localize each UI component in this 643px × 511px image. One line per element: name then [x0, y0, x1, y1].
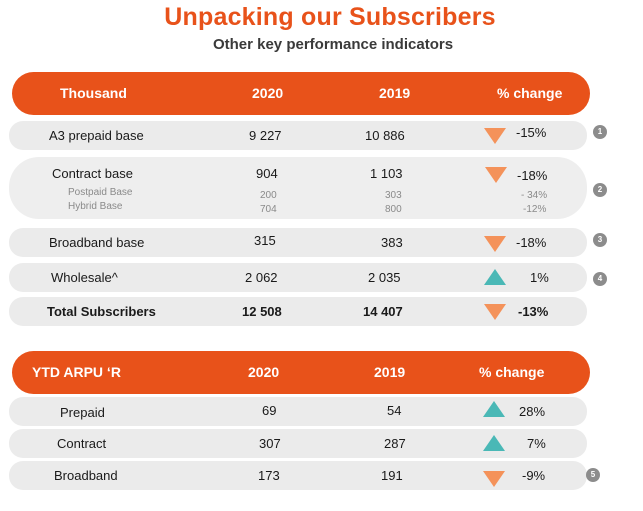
subrow-label: Postpaid Base — [68, 187, 133, 198]
value-2019: 191 — [381, 468, 403, 483]
value-change: -13% — [518, 304, 549, 319]
row-label: Broadband base — [49, 235, 145, 250]
triangle-down-icon — [484, 128, 506, 144]
subrow-label: Hybrid Base — [68, 201, 123, 212]
footnote-badge: 1 — [593, 125, 607, 139]
subscribers-header: Thousand 2020 2019 % change — [12, 72, 590, 115]
triangle-down-icon — [484, 236, 506, 252]
value-2019: 14 407 — [363, 304, 403, 319]
row-label: A3 prepaid base — [49, 128, 144, 143]
row-label: Contract base — [52, 166, 133, 181]
triangle-up-icon — [484, 269, 506, 285]
table-row: Broadband base 315 383 -18% — [9, 228, 587, 257]
footnote-badge: 3 — [593, 233, 607, 247]
value-2019: 383 — [381, 235, 403, 250]
subrow-2019: 303 — [385, 190, 402, 201]
subrow-2020: 200 — [260, 190, 277, 201]
value-2019: 2 035 — [368, 270, 401, 285]
header-unit-label: Thousand — [60, 85, 127, 101]
table-row: Contract 307 287 7% — [9, 429, 587, 458]
value-change: 28% — [519, 404, 546, 419]
row-label: Total Subscribers — [47, 304, 156, 319]
footnote-badge: 2 — [593, 183, 607, 197]
value-change: 7% — [527, 436, 546, 451]
triangle-down-icon — [485, 167, 507, 183]
page-title: Unpacking our Subscribers — [164, 3, 496, 31]
row-label: Prepaid — [60, 405, 105, 420]
value-2019: 1 103 — [370, 166, 403, 181]
triangle-down-icon — [484, 304, 506, 320]
value-change: 1% — [530, 270, 549, 285]
value-change: -18% — [517, 168, 548, 183]
table-row: A3 prepaid base 9 227 10 886 -15% — [9, 121, 587, 150]
arpu-header: YTD ARPU ‘R 2020 2019 % change — [12, 351, 590, 394]
value-2019: 287 — [384, 436, 406, 451]
table-row: Wholesale^ 2 062 2 035 1% — [9, 263, 587, 292]
header-2019: 2019 — [374, 364, 406, 380]
value-2020: 2 062 — [245, 270, 278, 285]
value-2020: 904 — [256, 166, 278, 181]
value-2020: 173 — [258, 468, 280, 483]
value-2020: 307 — [259, 436, 281, 451]
row-label: Wholesale^ — [51, 270, 118, 285]
value-change: -9% — [522, 468, 546, 483]
header-2019: 2019 — [379, 85, 411, 101]
row-label: Broadband — [54, 468, 118, 483]
header-2020: 2020 — [248, 364, 280, 380]
value-2019: 10 886 — [365, 128, 405, 143]
footnote-badge: 5 — [586, 468, 600, 482]
value-change: -18% — [516, 235, 547, 250]
value-2019: 54 — [387, 403, 402, 418]
header-change: % change — [479, 364, 545, 380]
header-change: % change — [497, 85, 563, 101]
table-row: Contract base 904 1 103 -18% Postpaid Ba… — [9, 157, 587, 219]
table-row-total: Total Subscribers 12 508 14 407 -13% — [9, 297, 587, 326]
table-row: Prepaid 69 54 28% — [9, 397, 587, 426]
subrow-change: - 34% — [521, 190, 548, 201]
footnote-badge: 4 — [593, 272, 607, 286]
page-subtitle: Other key performance indicators — [212, 36, 454, 53]
value-2020: 9 227 — [249, 128, 282, 143]
triangle-up-icon — [483, 401, 505, 417]
header-unit-label: YTD ARPU ‘R — [32, 364, 121, 380]
table-row: Broadband 173 191 -9% — [9, 461, 587, 490]
row-label: Contract — [57, 436, 107, 451]
subrow-2019: 800 — [385, 204, 402, 215]
subrow-2020: 704 — [260, 204, 277, 215]
value-2020: 12 508 — [242, 304, 282, 319]
value-2020: 69 — [262, 403, 277, 418]
subrow-change: -12% — [523, 204, 547, 215]
value-2020: 315 — [254, 233, 276, 248]
header-2020: 2020 — [252, 85, 284, 101]
triangle-down-icon — [483, 471, 505, 487]
value-change: -15% — [516, 125, 547, 140]
triangle-up-icon — [483, 435, 505, 451]
